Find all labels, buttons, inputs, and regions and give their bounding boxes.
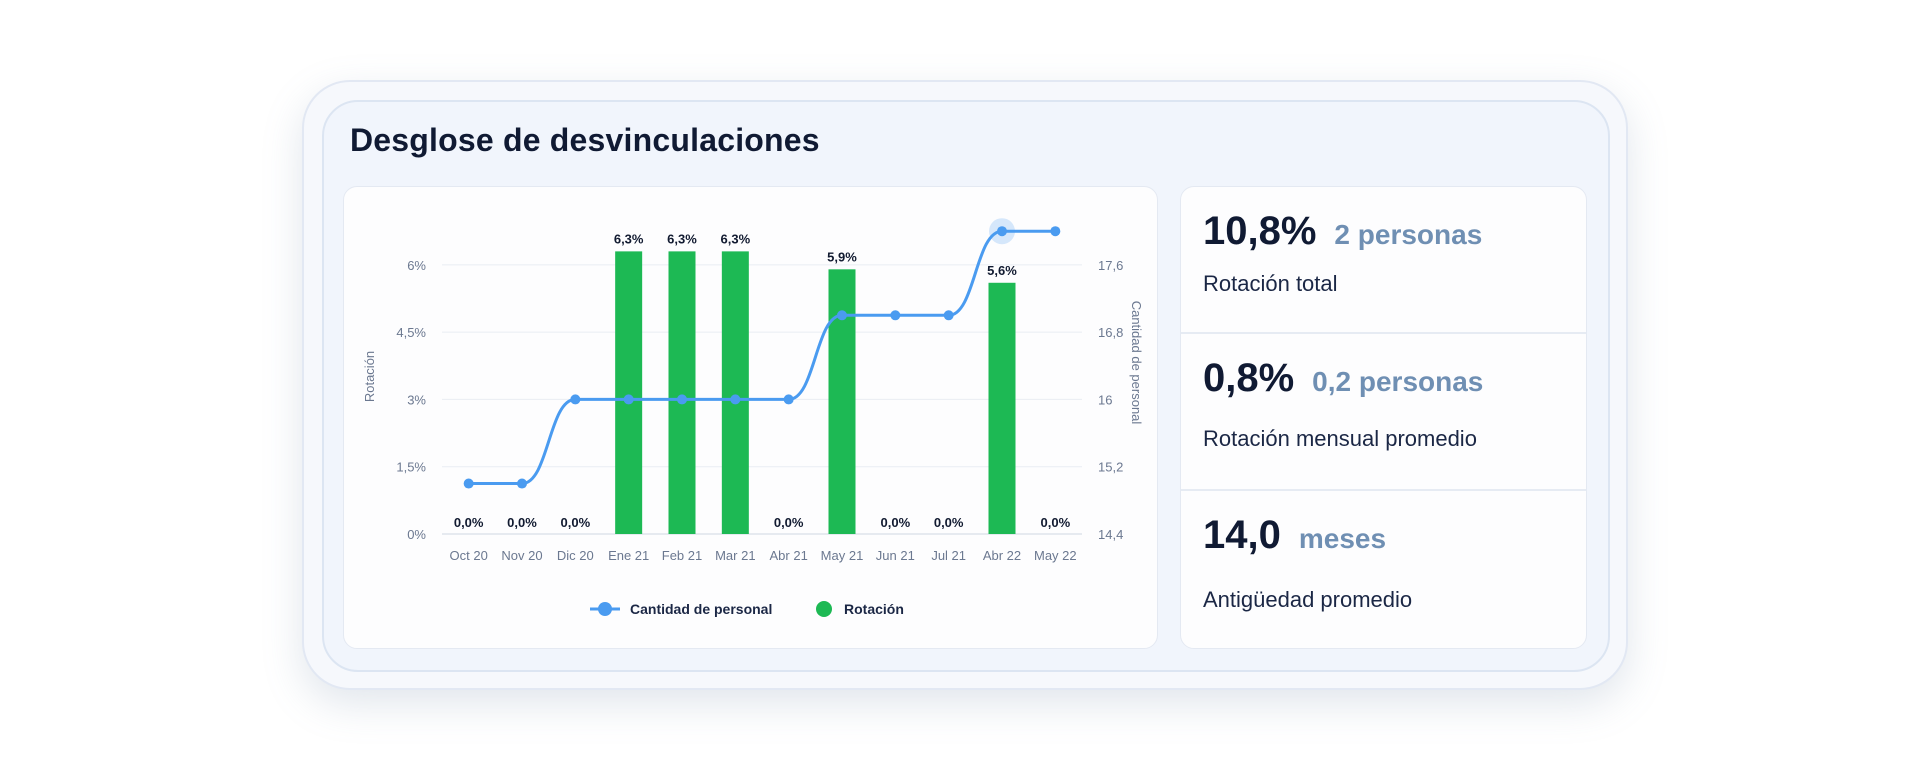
x-tick-label: Ene 21 bbox=[608, 548, 649, 563]
combo-chart: 0% 1,5% 3% 4,5% 6% 14,4 15,2 16 16,8 17,6 Rotación… bbox=[362, 218, 1144, 617]
line-point bbox=[783, 394, 794, 405]
stat-monthly-rotation: 0,8% 0,2 personas Rotación mensual promed… bbox=[1181, 334, 1586, 489]
bar-value-label: 0,0% bbox=[1041, 515, 1071, 530]
stat-label: Rotación total bbox=[1203, 271, 1338, 296]
stat-value: 10,8% bbox=[1203, 209, 1317, 253]
x-tick-label: Mar 21 bbox=[715, 548, 755, 563]
bar-value-label: 0,0% bbox=[561, 515, 591, 530]
x-tick-label: Dic 20 bbox=[557, 548, 594, 563]
line-point bbox=[997, 226, 1007, 237]
x-tick-label: May 21 bbox=[821, 548, 864, 563]
stat-sub: 2 personas bbox=[1334, 219, 1483, 250]
y2-tick-label: 17,6 bbox=[1098, 258, 1123, 273]
y2-axis-title: Cantidad de personal bbox=[1129, 301, 1144, 425]
bar-value-label: 5,9% bbox=[827, 249, 857, 264]
line-point bbox=[730, 394, 741, 405]
line-point bbox=[517, 478, 527, 489]
line-point bbox=[890, 310, 901, 321]
line-point bbox=[837, 310, 847, 321]
line-point bbox=[463, 478, 474, 489]
line-point bbox=[677, 394, 687, 405]
x-tick-label: Oct 20 bbox=[450, 548, 488, 563]
y-tick-label: 4,5% bbox=[396, 325, 426, 340]
bar-value-label: 0,0% bbox=[934, 515, 964, 530]
bar bbox=[988, 282, 1016, 534]
bar bbox=[668, 251, 696, 534]
bar-value-label: 5,6% bbox=[987, 263, 1017, 278]
y-tick-label: 6% bbox=[407, 258, 426, 273]
bar bbox=[615, 251, 643, 534]
stat-divider bbox=[1181, 489, 1586, 491]
stat-label: Rotación mensual promedio bbox=[1203, 426, 1477, 451]
line-point bbox=[570, 394, 581, 405]
x-tick-label: May 22 bbox=[1034, 548, 1077, 563]
x-tick-label: Abr 21 bbox=[770, 548, 808, 563]
bar-value-label: 0,0% bbox=[507, 515, 537, 530]
stat-total-rotation: 10,8% 2 personas Rotación total bbox=[1181, 187, 1586, 332]
x-tick-label: Abr 22 bbox=[983, 548, 1021, 563]
y-tick-label: 1,5% bbox=[396, 460, 426, 475]
y2-tick-label: 15,2 bbox=[1098, 460, 1123, 475]
legend-label: Rotación bbox=[844, 601, 904, 617]
y-axis-title: Rotación bbox=[362, 351, 377, 402]
legend-bar-marker bbox=[816, 601, 832, 617]
legend-line-marker bbox=[598, 602, 612, 616]
line-point bbox=[623, 394, 634, 405]
y-tick-label: 0% bbox=[407, 527, 426, 542]
bar bbox=[721, 251, 749, 534]
line-point bbox=[1050, 226, 1061, 237]
bar-value-label: 0,0% bbox=[881, 515, 911, 530]
legend-label: Cantidad de personal bbox=[630, 601, 772, 617]
bar-value-label: 6,3% bbox=[721, 231, 751, 246]
x-tick-label: Jun 21 bbox=[876, 548, 915, 563]
stat-sub: 0,2 personas bbox=[1312, 366, 1484, 397]
bar-value-label: 6,3% bbox=[667, 231, 697, 246]
bar-value-label: 0,0% bbox=[454, 515, 484, 530]
stat-average-tenure: 14,0 meses Antigüedad promedio bbox=[1181, 491, 1586, 648]
line-point bbox=[943, 310, 954, 321]
x-tick-label: Nov 20 bbox=[501, 548, 542, 563]
bar-value-label: 6,3% bbox=[614, 231, 644, 246]
series-line bbox=[468, 229, 1056, 486]
stats-panel: 10,8% 2 personas Rotación total 0,8% 0,2 p… bbox=[1180, 186, 1587, 649]
y2-tick-label: 14,4 bbox=[1098, 527, 1123, 542]
stat-value: 14,0 bbox=[1203, 513, 1281, 557]
stat-value: 0,8% bbox=[1203, 356, 1295, 400]
x-tick-label: Feb 21 bbox=[662, 548, 702, 563]
bar bbox=[828, 269, 856, 534]
stat-label: Antigüedad promedio bbox=[1203, 587, 1413, 612]
y2-tick-label: 16,8 bbox=[1098, 325, 1123, 340]
bar-value-label: 0,0% bbox=[774, 515, 804, 530]
y-tick-label: 3% bbox=[407, 392, 426, 407]
card-title: Desglose de desvinculaciones bbox=[350, 122, 820, 158]
x-tick-label: Jul 21 bbox=[931, 548, 966, 563]
stat-divider bbox=[1181, 332, 1586, 334]
y2-tick-label: 16 bbox=[1098, 392, 1112, 407]
chart-panel: 0% 1,5% 3% 4,5% 6% 14,4 15,2 16 16,8 17,6 Rotación… bbox=[343, 186, 1158, 649]
stat-sub: meses bbox=[1298, 523, 1387, 554]
